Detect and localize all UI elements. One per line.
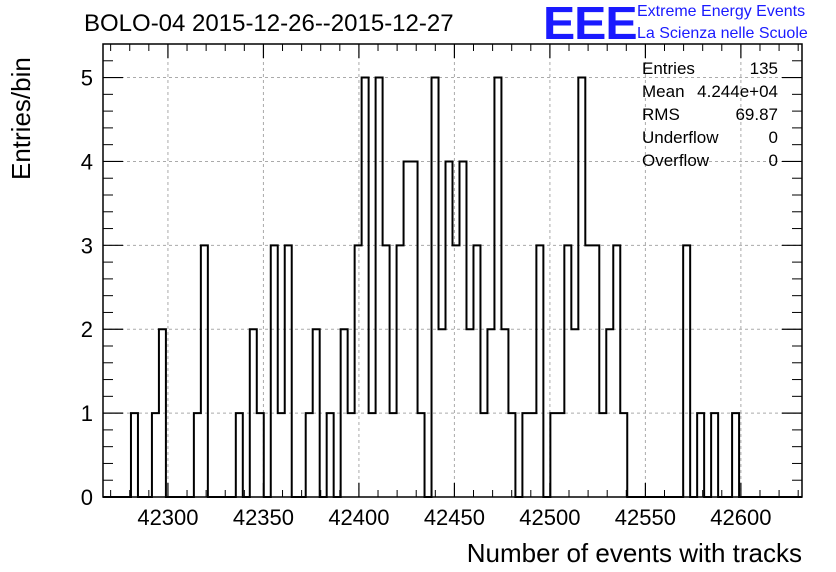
stat-label-rms: RMS [642,105,680,124]
stat-value-underflow: 0 [768,128,778,147]
eee-logo: EEE [543,0,638,49]
y-tick-label: 5 [81,66,93,91]
x-tick-label: 42400 [328,505,389,530]
x-tick-label: 42350 [233,505,294,530]
x-axis-ticks: 42300 42350 42400 42450 42500 42550 42600 [110,44,799,530]
x-tick-label: 42300 [137,505,198,530]
y-axis-ticks: 0 1 2 3 4 5 [81,60,802,510]
y-tick-label: 1 [81,401,93,426]
stat-label-overflow: Overflow [642,151,710,170]
stat-label-entries: Entries [642,59,695,78]
y-tick-label: 4 [81,149,93,174]
x-tick-label: 42500 [519,505,580,530]
stat-value-overflow: 0 [768,151,778,170]
y-axis-label: Entries/bin [6,57,36,180]
y-tick-label: 2 [81,317,93,342]
y-tick-label: 3 [81,233,93,258]
y-tick-label: 0 [81,485,93,510]
stat-value-mean: 4.244e+04 [697,82,778,101]
x-tick-label: 42600 [710,505,771,530]
chart-title: BOLO-04 2015-12-26--2015-12-27 [84,10,454,37]
x-axis-label: Number of events with tracks [466,538,802,568]
stat-label-mean: Mean [642,82,685,101]
logo-line-2: La Scienza nelle Scuole [637,25,808,42]
x-tick-label: 42550 [615,505,676,530]
stat-label-underflow: Underflow [642,128,719,147]
logo-line-1: Extreme Energy Events [637,3,806,20]
plot-frame [102,43,803,498]
stat-value-rms: 69.87 [735,105,778,124]
x-tick-label: 42450 [424,505,485,530]
stat-value-entries: 135 [749,59,778,78]
